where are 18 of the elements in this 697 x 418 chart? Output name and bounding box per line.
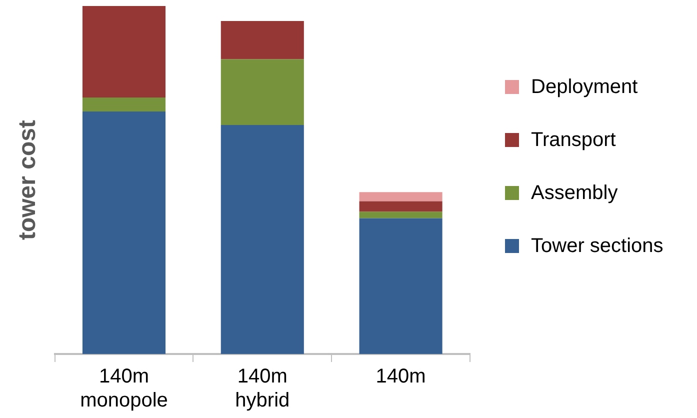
x-tick-label: 140m hybrid bbox=[235, 366, 290, 412]
bar bbox=[82, 111, 166, 354]
legend-label: Transport bbox=[531, 128, 616, 152]
bar bbox=[359, 212, 442, 218]
bar bbox=[359, 192, 442, 202]
legend-label: Tower sections bbox=[531, 234, 664, 258]
bar bbox=[220, 20, 304, 60]
bar bbox=[359, 201, 442, 212]
bar bbox=[82, 98, 166, 112]
legend-label: Assembly bbox=[531, 182, 618, 204]
x-tick-label: 140m monopole bbox=[80, 366, 168, 412]
bar bbox=[82, 6, 166, 98]
x-tick-label: 140m bbox=[376, 366, 426, 388]
y-axis-title: tower cost bbox=[14, 120, 42, 240]
bar bbox=[220, 59, 304, 126]
bar bbox=[359, 218, 442, 354]
legend-label: Deployment bbox=[531, 76, 638, 98]
bar bbox=[220, 125, 304, 354]
